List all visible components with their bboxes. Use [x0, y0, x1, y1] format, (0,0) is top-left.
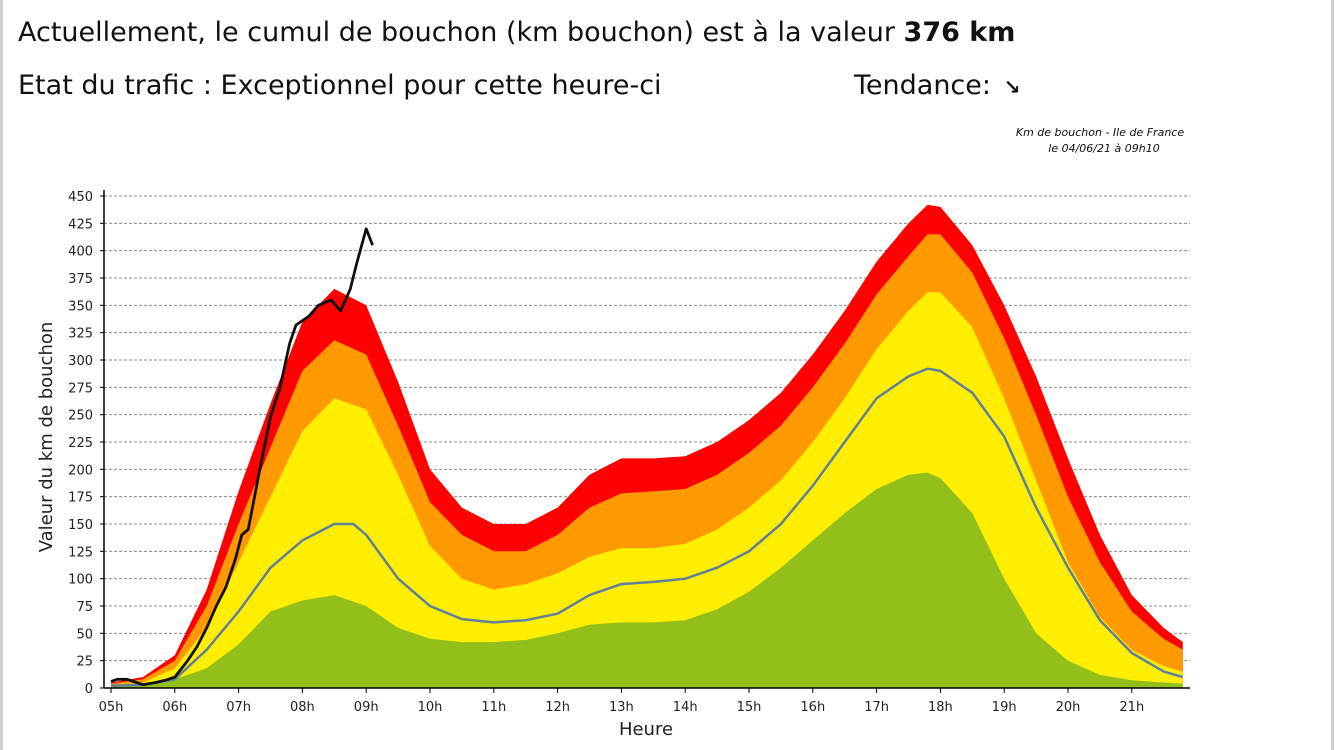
x-tick-label-13: 13h: [609, 700, 634, 715]
cumul-value: 376 km: [903, 17, 1016, 48]
y-tick-label-425: 425: [68, 217, 93, 232]
y-tick-label-375: 375: [68, 272, 93, 287]
trend-label: Tendance:: [854, 70, 991, 101]
x-tick-label-6: 06h: [162, 700, 187, 715]
trend-indicator: Tendance: ↘: [854, 70, 1020, 101]
area-bands: [111, 204, 1183, 689]
traffic-chart: 0 25 50 75 100 125 150 175 200 225 250 275 300 325 350…: [36, 126, 1190, 740]
axes: [100, 190, 1190, 693]
y-tick-label-150: 150: [68, 518, 93, 533]
x-axis-title: Heure: [619, 719, 673, 740]
x-tick-label-5: 05h: [99, 700, 124, 715]
cumul-prefix: Actuellement, le cumul de bouchon (km bo…: [18, 17, 895, 48]
x-tick-label-11: 11h: [481, 700, 506, 715]
x-tick-label-14: 14h: [673, 700, 698, 715]
x-tick-label-12: 12h: [545, 700, 570, 715]
right-border: [1331, 0, 1334, 750]
traffic-state: Etat du trafic : Exceptionnel pour cette…: [18, 70, 662, 101]
y-axis-title: Valeur du km de bouchon: [36, 322, 57, 553]
trend-down-arrow-icon: ↘: [1003, 75, 1021, 99]
y-tick-label-450: 450: [68, 190, 93, 205]
area-vert: [111, 472, 1183, 688]
chart-title: Km de bouchon - Ile de France: [1016, 126, 1184, 139]
y-tick-label-75: 75: [76, 600, 93, 615]
x-tick-label-8: 08h: [290, 700, 315, 715]
y-tick-label-125: 125: [68, 545, 93, 560]
x-tick-label-9: 09h: [354, 700, 379, 715]
left-border: [0, 0, 3, 750]
y-tick-label-100: 100: [68, 573, 93, 588]
y-tick-label-350: 350: [68, 299, 93, 314]
y-tick-labels: 0 25 50 75 100 125 150 175 200 225 250 275 300 325 350…: [68, 190, 93, 697]
y-tick-label-400: 400: [68, 245, 93, 260]
series-lines: [110, 227, 1184, 688]
x-tick-labels: 05h 06h 07h 08h 09h 10h 11h 12h 13h 14h 15h 16h 17h 1…: [99, 700, 1145, 715]
x-tick-label-15: 15h: [737, 700, 762, 715]
x-tick-label-19: 19h: [992, 700, 1017, 715]
y-tick-label-200: 200: [68, 463, 93, 478]
cumul-line: Actuellement, le cumul de bouchon (km bo…: [18, 17, 1015, 48]
y-tick-label-175: 175: [68, 491, 93, 506]
x-tick-label-10: 10h: [418, 700, 443, 715]
x-tick-label-16: 16h: [800, 700, 825, 715]
y-tick-label-275: 275: [68, 381, 93, 396]
chart-subtitle: le 04/06/21 à 09h10: [1048, 142, 1159, 155]
x-tick-label-20: 20h: [1056, 700, 1081, 715]
line-aujourdhui: [110, 227, 374, 687]
x-tick-label-7: 07h: [226, 700, 251, 715]
y-tick-label-325: 325: [68, 327, 93, 342]
line-moyenne: [110, 367, 1184, 688]
y-tick-label-300: 300: [68, 354, 93, 369]
x-tick-label-21: 21h: [1119, 700, 1144, 715]
y-tick-label-50: 50: [76, 627, 93, 642]
y-tick-label-25: 25: [76, 655, 93, 670]
y-tick-label-0: 0: [85, 682, 93, 697]
x-tick-label-18: 18h: [928, 700, 953, 715]
y-tick-label-225: 225: [68, 436, 93, 451]
x-tick-label-17: 17h: [864, 700, 889, 715]
y-tick-label-250: 250: [68, 409, 93, 424]
